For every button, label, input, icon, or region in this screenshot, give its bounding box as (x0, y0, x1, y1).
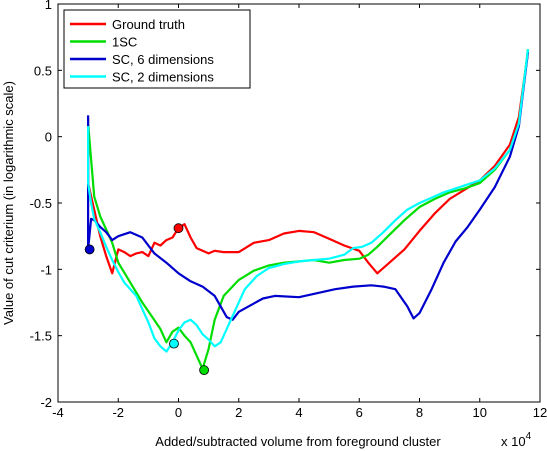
y-tick-label: 0.5 (34, 63, 52, 78)
legend-label-1sc: 1SC (112, 35, 137, 50)
x-tick-label: 10 (473, 405, 487, 420)
series-line-sc-6-dimensions (86, 51, 530, 321)
marker-sc-6-dimensions (84, 244, 95, 255)
x-tick-label: -2 (112, 405, 124, 420)
series-line-ground-truth (86, 51, 530, 275)
legend-label-sc-6-dimensions: SC, 6 dimensions (112, 52, 214, 67)
series-markers (84, 223, 210, 376)
series-line-sc-2-dimensions (86, 48, 530, 353)
x-tick-label: 6 (356, 405, 363, 420)
marker-sc-2-dimensions (169, 338, 179, 349)
y-tick-label: -1 (40, 262, 52, 277)
x-tick-label: 0 (175, 405, 182, 420)
x-tick-label: 12 (533, 405, 547, 420)
legend: Ground truth 1SC SC, 6 dimensions SC, 2 dim… (63, 9, 251, 89)
legend-label-ground-truth: Ground truth (112, 17, 185, 32)
x-multiplier-exponent: 4 (526, 431, 532, 442)
y-tick-label: -0.5 (30, 196, 52, 211)
marker-ground-truth (173, 223, 184, 234)
y-tick-label: -1.5 (30, 329, 52, 344)
y-tick-label: -2 (40, 395, 52, 410)
series-line-1sc (87, 48, 530, 370)
axes: -4 -2 0 2 4 6 8 10 12-2-1.5-1-0.500.51 (30, 0, 547, 420)
legend-label-sc-2-dimensions: SC, 2 dimensions (112, 70, 214, 85)
x-axis-label: Added/subtracted volume from foreground … (155, 434, 441, 449)
x-multiplier-label: x 104 (501, 431, 532, 449)
x-tick-label: -4 (52, 405, 64, 420)
series-lines (86, 48, 530, 370)
y-axis-label: Value of cut criterium (in logarithmic s… (1, 81, 16, 325)
x-tick-label: 4 (295, 405, 302, 420)
y-tick-label: 1 (45, 0, 52, 12)
y-tick-label: 0 (45, 130, 52, 145)
marker-1sc (199, 365, 210, 376)
x-multiplier-base: x 10 (501, 434, 526, 449)
x-tick-label: 8 (416, 405, 423, 420)
x-tick-label: 2 (235, 405, 242, 420)
